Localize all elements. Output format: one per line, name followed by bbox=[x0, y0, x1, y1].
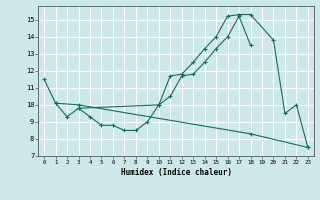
X-axis label: Humidex (Indice chaleur): Humidex (Indice chaleur) bbox=[121, 168, 231, 177]
